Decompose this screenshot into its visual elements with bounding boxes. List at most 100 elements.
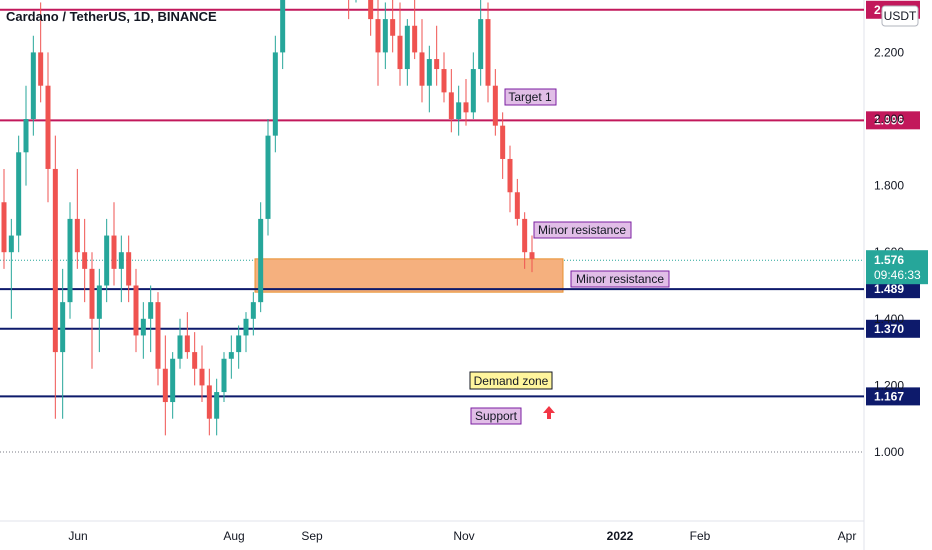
candle-body bbox=[236, 335, 242, 353]
candle-body bbox=[23, 119, 29, 153]
candle-body bbox=[258, 218, 264, 303]
candle-body bbox=[529, 252, 535, 259]
support-label: Support bbox=[475, 409, 518, 423]
candle-body bbox=[250, 302, 256, 319]
last-price-badge: 1.576 09:46:33 bbox=[866, 250, 928, 285]
minor-resistance-label-2: Minor resistance bbox=[576, 272, 664, 286]
candle-body bbox=[170, 358, 176, 403]
candle-body bbox=[148, 302, 154, 319]
support-annotation[interactable]: Support bbox=[470, 407, 522, 425]
y-tick-label: 2.000 bbox=[874, 112, 904, 126]
level-price-badge bbox=[866, 280, 920, 299]
candle-body bbox=[390, 19, 396, 36]
candle-body bbox=[228, 352, 234, 359]
candle-body bbox=[382, 19, 388, 53]
level-price-label: 1.489 bbox=[874, 282, 904, 296]
level-price-label: 1.370 bbox=[874, 322, 904, 336]
candle-body bbox=[463, 102, 469, 113]
candle-body bbox=[280, 0, 286, 53]
candle-body bbox=[133, 285, 139, 336]
level-price-badge bbox=[866, 111, 920, 130]
candle-body bbox=[507, 158, 513, 193]
candle-body bbox=[1, 202, 7, 253]
candle-body bbox=[60, 302, 66, 353]
target-annotation[interactable]: Target 1 bbox=[504, 88, 557, 106]
candle-body bbox=[456, 102, 462, 119]
candle-body bbox=[74, 218, 80, 253]
candle-body bbox=[30, 52, 36, 119]
y-tick-label: 1.200 bbox=[874, 378, 904, 392]
candle-body bbox=[111, 235, 117, 269]
candle-body bbox=[522, 218, 528, 253]
candle-body bbox=[140, 318, 146, 336]
candle-body bbox=[67, 218, 73, 303]
countdown-timer: 09:46:33 bbox=[874, 268, 921, 282]
level-price-label: 1.167 bbox=[874, 389, 904, 403]
up-arrow-icon[interactable] bbox=[543, 406, 555, 419]
candle-body bbox=[16, 152, 22, 236]
y-tick-label: 1.800 bbox=[874, 179, 904, 193]
x-tick-label: Feb bbox=[690, 529, 711, 543]
y-tick-label: 2.200 bbox=[874, 45, 904, 59]
candle-body bbox=[214, 392, 220, 419]
candle-body bbox=[184, 335, 190, 353]
level-price-label: 1.996 bbox=[874, 113, 904, 127]
candle-body bbox=[375, 19, 381, 53]
candle-body bbox=[500, 125, 506, 159]
candle-body bbox=[96, 285, 102, 319]
candle-body bbox=[82, 252, 88, 269]
candle-body bbox=[492, 85, 498, 126]
time-axis[interactable]: Jun Aug Sep Nov 2022 Feb Apr bbox=[68, 529, 856, 543]
candle-body bbox=[478, 19, 484, 70]
candle-body bbox=[368, 0, 374, 20]
y-tick-label: 1.000 bbox=[874, 445, 904, 459]
candle-body bbox=[412, 25, 418, 53]
y-tick-label: 1.400 bbox=[874, 312, 904, 326]
demand-zone[interactable] bbox=[254, 258, 564, 293]
candle-body bbox=[104, 235, 110, 286]
candle-body bbox=[206, 385, 212, 419]
x-tick-label: Nov bbox=[453, 529, 474, 543]
candle-body bbox=[52, 168, 58, 353]
demand-zone-annotation[interactable]: Demand zone bbox=[469, 371, 553, 390]
candle-body bbox=[221, 358, 227, 393]
x-tick-label: Sep bbox=[301, 529, 323, 543]
candle-body bbox=[426, 59, 432, 86]
candle-body bbox=[45, 85, 51, 169]
minor-resistance-annotation-1[interactable]: Minor resistance bbox=[533, 221, 632, 239]
candle-body bbox=[89, 268, 95, 319]
x-tick-label: Jun bbox=[68, 529, 87, 543]
candle-body bbox=[38, 52, 44, 86]
candle-body bbox=[404, 25, 410, 70]
candle-body bbox=[485, 19, 491, 86]
last-price-value: 1.576 bbox=[874, 253, 904, 267]
target-label: Target 1 bbox=[508, 90, 552, 104]
candle-body bbox=[397, 35, 403, 70]
candle-body bbox=[162, 368, 168, 403]
candle-body bbox=[419, 52, 425, 86]
currency-selector[interactable]: USDT bbox=[881, 5, 919, 27]
minor-resistance-label-1: Minor resistance bbox=[538, 223, 626, 237]
candle-body bbox=[118, 252, 124, 269]
candle-body bbox=[470, 69, 476, 113]
candle-body bbox=[272, 52, 278, 136]
candle-body bbox=[243, 318, 249, 336]
minor-resistance-annotation-2[interactable]: Minor resistance bbox=[570, 270, 670, 288]
chart-title: Cardano / TetherUS, 1D, BINANCE bbox=[6, 9, 217, 24]
candle-body bbox=[192, 352, 198, 369]
candles bbox=[1, 0, 535, 436]
candle-body bbox=[448, 92, 454, 119]
level-price-badge bbox=[866, 387, 920, 406]
candle-body bbox=[177, 335, 183, 359]
level-price-badge bbox=[866, 319, 920, 338]
candle-body bbox=[155, 302, 161, 369]
candle-body bbox=[199, 368, 205, 386]
candle-body bbox=[514, 192, 520, 219]
demand-zone-label: Demand zone bbox=[474, 374, 549, 388]
candle-body bbox=[126, 252, 132, 286]
x-tick-label: 2022 bbox=[607, 529, 634, 543]
